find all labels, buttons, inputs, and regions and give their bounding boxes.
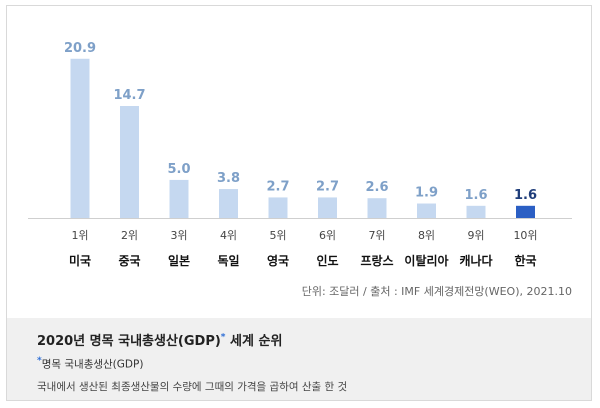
category-label-7: 프랑스 [360, 254, 393, 268]
value-label-8: 1.9 [415, 186, 438, 201]
value-label-4: 3.8 [217, 171, 240, 186]
category-label-8: 이탈리아 [404, 253, 448, 268]
chart-caption: 2020년 명목 국내총생산(GDP)* 세계 순위 *명목 국내총생산(GDP… [7, 318, 591, 400]
bar-8 [417, 203, 436, 218]
rank-label-3: 3위 [170, 229, 187, 242]
bar-1 [70, 58, 90, 219]
bar-5 [268, 197, 288, 218]
value-label-1: 20.9 [64, 41, 96, 56]
caption-title: 2020년 명목 국내총생산(GDP)* 세계 순위 [37, 330, 591, 349]
rank-label-4: 4위 [220, 229, 237, 242]
bar-9 [466, 205, 486, 218]
value-label-9: 1.6 [464, 188, 487, 203]
caption-note-star: * [37, 356, 42, 366]
bar-10 [516, 205, 535, 218]
caption-title-star: * [220, 332, 226, 343]
value-label-5: 2.7 [266, 179, 289, 194]
category-label-6: 인도 [316, 253, 338, 268]
caption-title-main: 2020년 명목 국내총생산(GDP) [37, 334, 221, 349]
category-label-1: 미국 [69, 253, 91, 268]
category-label-2: 중국 [118, 254, 140, 268]
bar-4 [219, 189, 238, 218]
rank-label-2: 2위 [121, 229, 138, 242]
rank-label-1: 1위 [71, 229, 88, 242]
category-label-4: 독일 [217, 254, 239, 268]
value-label-2: 14.7 [113, 88, 145, 103]
category-label-9: 캐나다 [459, 253, 492, 268]
rank-label-10: 10위 [513, 229, 537, 242]
category-label-3: 일본 [168, 254, 190, 268]
value-label-3: 5.0 [167, 162, 190, 177]
caption-note-text: 명목 국내총생산(GDP) [41, 358, 144, 371]
bar-7 [367, 198, 387, 218]
caption-title-suffix: 세계 순위 [225, 334, 283, 349]
category-label-5: 영국 [267, 253, 289, 268]
value-label-7: 2.6 [365, 180, 388, 195]
caption-description: 국내에서 생산된 최종생산물의 수량에 그때의 가격을 곱하여 산출 한 것 [37, 380, 348, 393]
rank-label-7: 7위 [368, 229, 385, 242]
category-label-10: 한국 [514, 253, 536, 268]
rank-label-8: 8위 [418, 229, 435, 242]
bar-6 [318, 197, 337, 218]
rank-label-5: 5위 [269, 229, 286, 242]
bar-2 [120, 106, 139, 218]
caption-note: *명목 국내총생산(GDP) [37, 356, 591, 372]
unit-source-note: 단위: 조달러 / 출처 : IMF 세계경제전망(WEO), 2021.10 [301, 285, 572, 298]
rank-label-6: 6위 [319, 229, 336, 242]
bar-3 [169, 179, 189, 218]
value-label-6: 2.7 [316, 179, 339, 194]
value-label-10: 1.6 [514, 188, 537, 203]
rank-label-9: 9위 [467, 229, 484, 242]
